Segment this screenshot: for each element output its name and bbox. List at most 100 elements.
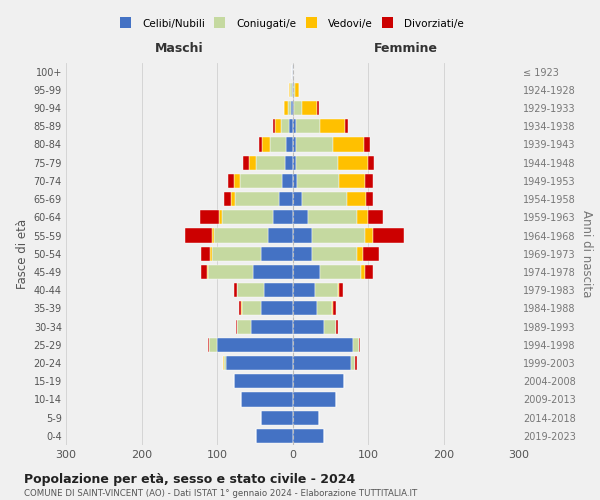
Bar <box>235 174 241 188</box>
Bar <box>291 101 293 115</box>
Bar <box>315 283 338 298</box>
Bar <box>212 246 261 261</box>
Bar <box>264 283 293 298</box>
Bar <box>332 138 364 151</box>
Bar <box>293 228 312 242</box>
Bar <box>293 82 295 97</box>
Bar <box>223 356 224 370</box>
Bar <box>224 356 226 370</box>
Bar <box>286 138 293 151</box>
Bar <box>242 156 249 170</box>
Text: COMUNE DI SAINT-VINCENT (AO) - Dati ISTAT 1° gennaio 2024 - Elaborazione TUTTITA: COMUNE DI SAINT-VINCENT (AO) - Dati ISTA… <box>24 489 417 498</box>
Bar <box>302 192 347 206</box>
Bar <box>259 138 262 151</box>
Bar <box>324 320 335 334</box>
Bar <box>251 320 293 334</box>
Bar <box>296 119 320 134</box>
Bar <box>352 356 355 370</box>
Bar <box>358 246 364 261</box>
Bar <box>219 210 221 224</box>
Bar <box>285 156 293 170</box>
Bar <box>293 265 320 279</box>
Bar <box>340 283 343 298</box>
Bar <box>221 210 273 224</box>
Bar <box>233 374 293 388</box>
Bar <box>302 101 317 115</box>
Bar <box>200 210 219 224</box>
Bar <box>293 283 315 298</box>
Bar <box>293 101 294 115</box>
Bar <box>293 174 297 188</box>
Bar <box>261 302 293 316</box>
Bar <box>233 283 238 298</box>
Bar <box>296 138 332 151</box>
Bar <box>353 338 359 352</box>
Bar <box>256 429 293 443</box>
Bar <box>365 265 373 279</box>
Bar <box>297 174 338 188</box>
Bar <box>289 119 293 134</box>
Bar <box>249 156 256 170</box>
Bar <box>364 138 370 151</box>
Bar <box>366 192 373 206</box>
Bar <box>201 265 207 279</box>
Bar <box>262 138 270 151</box>
Bar <box>268 228 293 242</box>
Bar <box>308 210 356 224</box>
Bar <box>214 228 268 242</box>
Bar <box>294 101 302 115</box>
Bar <box>361 265 365 279</box>
Text: Maschi: Maschi <box>155 42 203 55</box>
Bar <box>238 320 251 334</box>
Bar <box>284 101 288 115</box>
Bar <box>338 156 368 170</box>
Bar <box>293 392 336 406</box>
Bar <box>293 410 319 425</box>
Bar <box>273 119 275 134</box>
Bar <box>275 119 281 134</box>
Bar <box>236 320 238 334</box>
Bar <box>238 283 264 298</box>
Bar <box>212 228 214 242</box>
Bar <box>232 192 235 206</box>
Bar <box>256 156 285 170</box>
Bar <box>293 246 312 261</box>
Bar <box>312 228 365 242</box>
Bar <box>373 228 404 242</box>
Bar <box>365 174 373 188</box>
Bar <box>261 246 293 261</box>
Bar <box>293 156 296 170</box>
Text: Popolazione per età, sesso e stato civile - 2024: Popolazione per età, sesso e stato civil… <box>24 472 355 486</box>
Bar <box>332 302 336 316</box>
Bar <box>356 210 368 224</box>
Bar <box>207 265 208 279</box>
Bar <box>338 283 340 298</box>
Bar <box>293 356 352 370</box>
Bar <box>293 338 353 352</box>
Bar <box>273 210 293 224</box>
Bar <box>293 374 344 388</box>
Bar <box>368 210 383 224</box>
Bar <box>282 174 293 188</box>
Bar <box>288 101 291 115</box>
Bar <box>365 228 373 242</box>
Bar <box>293 302 317 316</box>
Bar <box>317 101 319 115</box>
Bar <box>295 82 299 97</box>
Bar <box>355 356 356 370</box>
Legend: Celibi/Nubili, Coniugati/e, Vedovi/e, Divorziati/e: Celibi/Nubili, Coniugati/e, Vedovi/e, Di… <box>118 14 467 32</box>
Bar <box>210 246 212 261</box>
Bar <box>364 246 379 261</box>
Bar <box>261 410 293 425</box>
Bar <box>312 246 358 261</box>
Bar <box>241 392 293 406</box>
Bar <box>317 302 332 316</box>
Bar <box>209 338 217 352</box>
Bar <box>208 265 253 279</box>
Bar <box>320 265 361 279</box>
Bar <box>344 119 349 134</box>
Bar <box>253 265 293 279</box>
Bar <box>226 356 293 370</box>
Text: Femmine: Femmine <box>374 42 438 55</box>
Bar <box>293 429 324 443</box>
